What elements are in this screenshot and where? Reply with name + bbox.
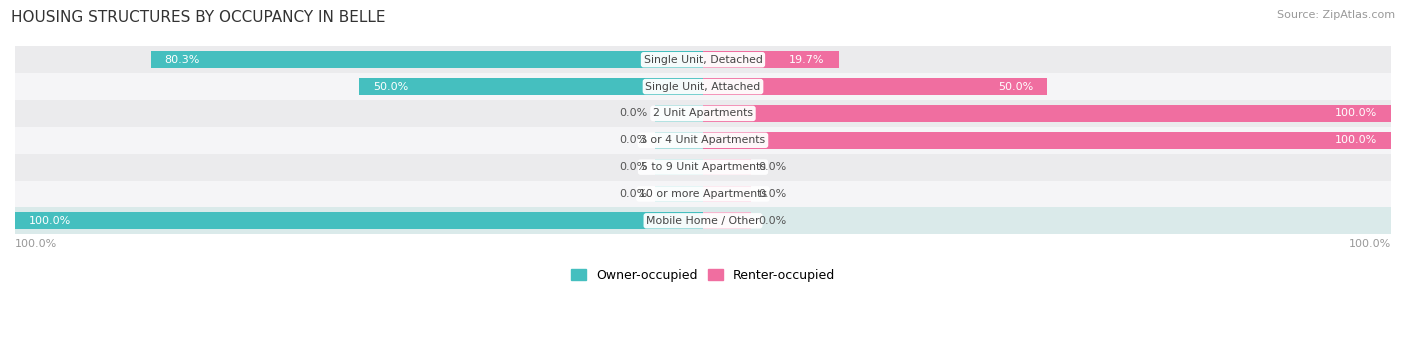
Bar [703,51,838,68]
Text: Source: ZipAtlas.com: Source: ZipAtlas.com [1277,10,1395,20]
Bar [15,46,1391,73]
Bar [655,105,703,122]
Bar [703,212,751,229]
Bar [15,207,1391,234]
Text: 100.0%: 100.0% [1334,135,1378,145]
Text: 100.0%: 100.0% [1348,239,1391,249]
Bar [15,207,1391,234]
Text: 10 or more Apartments: 10 or more Apartments [638,189,768,199]
Text: 50.0%: 50.0% [998,81,1033,92]
Text: 0.0%: 0.0% [620,189,648,199]
Text: 0.0%: 0.0% [620,108,648,118]
Bar [655,186,703,202]
Bar [15,73,1391,100]
Text: 100.0%: 100.0% [1334,108,1378,118]
Bar [359,78,703,95]
Text: 2 Unit Apartments: 2 Unit Apartments [652,108,754,118]
Bar [15,127,1391,154]
Text: 80.3%: 80.3% [165,55,200,65]
Bar [703,186,751,202]
Bar [703,105,1391,122]
Bar [15,180,1391,207]
Text: 0.0%: 0.0% [620,162,648,172]
Bar [15,154,1391,180]
Text: 5 to 9 Unit Apartments: 5 to 9 Unit Apartments [641,162,765,172]
Text: 100.0%: 100.0% [28,216,72,226]
Bar [150,51,703,68]
Text: 19.7%: 19.7% [789,55,825,65]
Text: 50.0%: 50.0% [373,81,408,92]
Text: 0.0%: 0.0% [758,189,786,199]
Bar [655,159,703,176]
Text: 0.0%: 0.0% [758,216,786,226]
Text: Single Unit, Attached: Single Unit, Attached [645,81,761,92]
Text: HOUSING STRUCTURES BY OCCUPANCY IN BELLE: HOUSING STRUCTURES BY OCCUPANCY IN BELLE [11,10,385,25]
Bar [655,132,703,149]
Bar [15,100,1391,127]
Text: Single Unit, Detached: Single Unit, Detached [644,55,762,65]
Legend: Owner-occupied, Renter-occupied: Owner-occupied, Renter-occupied [567,264,839,287]
Text: 100.0%: 100.0% [15,239,58,249]
Bar [15,212,703,229]
Text: 3 or 4 Unit Apartments: 3 or 4 Unit Apartments [641,135,765,145]
Text: Mobile Home / Other: Mobile Home / Other [647,216,759,226]
Bar [703,132,1391,149]
Bar [703,78,1047,95]
Text: 0.0%: 0.0% [758,162,786,172]
Bar [703,159,751,176]
Text: 0.0%: 0.0% [620,135,648,145]
